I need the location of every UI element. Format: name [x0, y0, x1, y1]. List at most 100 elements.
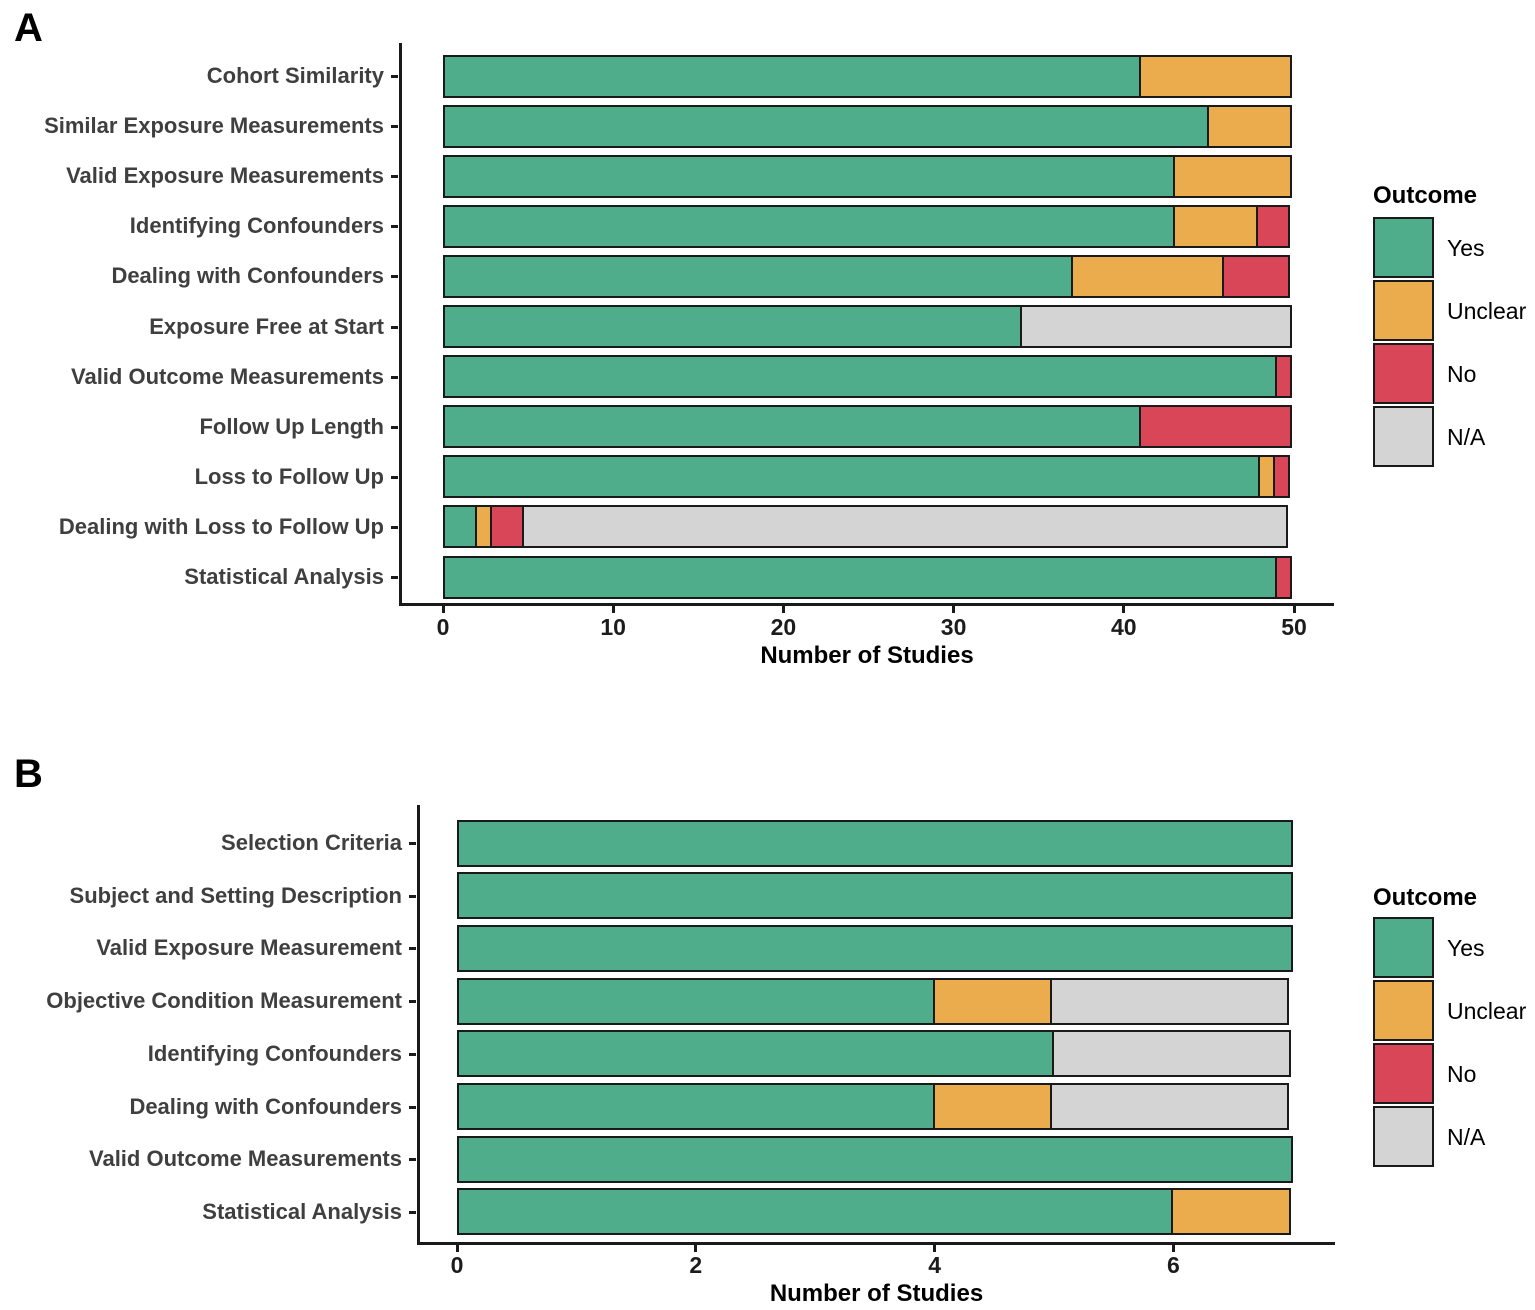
- category-tick-mark: [409, 1211, 416, 1214]
- x-axis-tick-label: 30: [940, 614, 967, 640]
- bar-segment-unclear: [1171, 1188, 1291, 1235]
- bar-segment-yes: [457, 925, 1293, 972]
- category-tick-mark: [409, 1053, 416, 1056]
- bar-segment-no: [1274, 556, 1292, 599]
- bar-segment-unclear: [1172, 205, 1258, 248]
- x-axis-tick-label: 6: [1166, 1252, 1180, 1278]
- bar-row: [457, 978, 1289, 1025]
- legend-label-na: N/A: [1447, 1124, 1486, 1150]
- category-label: Loss to Follow Up: [194, 464, 384, 489]
- category-label: Dealing with Confounders: [111, 263, 384, 288]
- category-tick-mark: [391, 476, 398, 479]
- bar-segment-unclear: [1172, 155, 1292, 198]
- legend-label-na: N/A: [1447, 424, 1486, 450]
- y-axis-line: [399, 43, 402, 606]
- bar-segment-na: [1049, 1083, 1289, 1130]
- bar-segment-yes: [443, 455, 1260, 498]
- category-label: Statistical Analysis: [184, 564, 384, 589]
- category-label: Exposure Free at Start: [149, 314, 384, 339]
- legend-title: Outcome: [1373, 182, 1478, 209]
- x-axis-line: [417, 1242, 1335, 1245]
- category-label: Follow Up Length: [199, 414, 384, 439]
- x-axis-title: Number of Studies: [760, 642, 974, 669]
- x-axis-tick-mark: [1171, 1245, 1175, 1252]
- bar-segment-yes: [443, 255, 1073, 298]
- category-label: Similar Exposure Measurements: [44, 113, 384, 138]
- category-tick-mark: [391, 526, 398, 529]
- bar-row: [443, 205, 1290, 248]
- category-label: Valid Exposure Measurements: [66, 163, 384, 188]
- bar-segment-unclear: [1138, 55, 1292, 98]
- bar-segment-na: [1019, 305, 1292, 348]
- category-tick-mark: [409, 947, 416, 950]
- bar-row: [443, 455, 1290, 498]
- category-label: Objective Condition Measurement: [46, 988, 402, 1013]
- bar-row: [443, 355, 1292, 398]
- x-axis-tick-label: 0: [450, 1252, 464, 1278]
- bar-segment-unclear: [932, 978, 1052, 1025]
- bar-segment-yes: [457, 1030, 1054, 1077]
- bar-segment-no: [1255, 205, 1290, 248]
- category-tick-mark: [391, 125, 398, 128]
- legend-key-unclear: [1373, 980, 1434, 1041]
- category-label: Valid Outcome Measurements: [71, 364, 384, 389]
- category-tick-mark: [409, 1000, 416, 1003]
- bar-segment-yes: [443, 405, 1141, 448]
- bar-segment-unclear: [475, 505, 493, 548]
- x-axis-tick-mark: [694, 1245, 698, 1252]
- legend-key-unclear: [1373, 280, 1434, 341]
- bar-segment-na: [1052, 1030, 1291, 1077]
- bar-segment-no: [1272, 455, 1290, 498]
- bar-segment-no: [1274, 355, 1292, 398]
- bar-segment-yes: [457, 978, 935, 1025]
- bar-row: [457, 872, 1293, 919]
- category-tick-mark: [391, 576, 398, 579]
- x-axis-tick-mark: [611, 606, 615, 613]
- bar-segment-yes: [443, 305, 1022, 348]
- legend-label-yes: Yes: [1447, 235, 1485, 261]
- category-label: Statistical Analysis: [202, 1199, 402, 1224]
- category-label: Dealing with Confounders: [129, 1094, 402, 1119]
- bar-segment-no: [490, 505, 525, 548]
- bar-row: [457, 820, 1293, 867]
- bar-segment-unclear: [1206, 105, 1292, 148]
- x-axis-tick-mark: [441, 606, 445, 613]
- x-axis-title: Number of Studies: [769, 1280, 984, 1307]
- bar-row: [457, 1136, 1293, 1183]
- panel-a-label: A: [14, 6, 43, 50]
- legend-key-na: [1373, 1106, 1434, 1167]
- category-tick-mark: [409, 1158, 416, 1161]
- bar-segment-yes: [457, 872, 1293, 919]
- bar-segment-no: [1138, 405, 1292, 448]
- bar-row: [443, 556, 1292, 599]
- bar-segment-yes: [443, 355, 1277, 398]
- category-label: Cohort Similarity: [206, 63, 384, 88]
- legend-key-no: [1373, 343, 1434, 404]
- bar-row: [457, 1083, 1289, 1130]
- bar-segment-unclear: [1257, 455, 1275, 498]
- legend-label-no: No: [1447, 1061, 1477, 1087]
- bar-row: [457, 925, 1293, 972]
- category-tick-mark: [409, 842, 416, 845]
- category-tick-mark: [391, 275, 398, 278]
- legend-key-na: [1373, 406, 1434, 467]
- bar-segment-yes: [443, 205, 1175, 248]
- legend-key-yes: [1373, 217, 1434, 278]
- x-axis-tick-label: 10: [600, 614, 626, 640]
- category-tick-mark: [409, 1106, 416, 1109]
- legend-label-unclear: Unclear: [1447, 998, 1527, 1024]
- legend-label-yes: Yes: [1447, 935, 1485, 961]
- category-tick-mark: [391, 175, 398, 178]
- bar-row: [443, 155, 1292, 198]
- category-tick-mark: [391, 225, 398, 228]
- bar-segment-no: [1221, 255, 1290, 298]
- category-label: Selection Criteria: [221, 830, 402, 855]
- bar-row: [443, 105, 1292, 148]
- bar-row: [443, 55, 1292, 98]
- category-label: Valid Exposure Measurement: [96, 935, 402, 960]
- bar-row: [443, 405, 1292, 448]
- bar-segment-na: [522, 505, 1288, 548]
- legend-key-no: [1373, 1043, 1434, 1104]
